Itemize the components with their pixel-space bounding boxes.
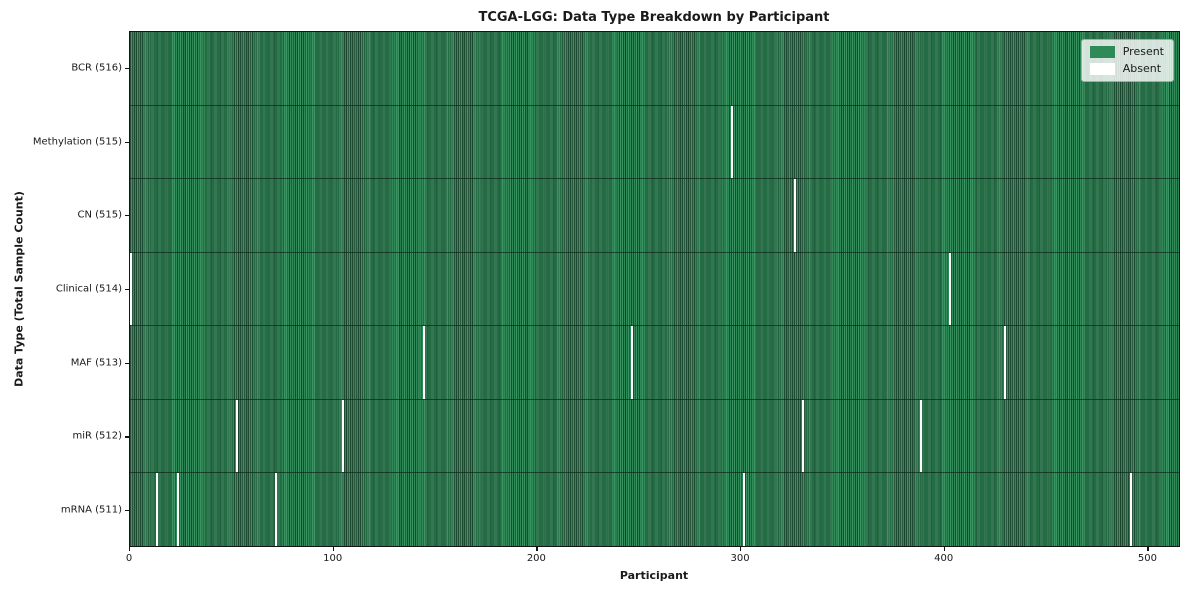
legend-entry: Absent <box>1089 62 1164 75</box>
y-tick-label: MAF (513) <box>70 357 122 369</box>
y-tick-labels: BCR (516) Methylation (515) CN (515) Clinic… <box>0 31 122 547</box>
legend-swatch <box>1089 46 1115 58</box>
chart-title: TCGA-LGG: Data Type Breakdown by Partici… <box>478 10 830 25</box>
y-tick-label: mRNA (511) <box>60 504 122 516</box>
absent-gap <box>235 399 238 473</box>
heatmap-row <box>130 178 1179 252</box>
heatmap-row <box>130 325 1179 399</box>
plot-area: Present Absent <box>129 31 1180 547</box>
x-tick-label: 0 <box>125 553 133 564</box>
x-tick-mark <box>129 547 131 551</box>
absent-gap <box>631 326 634 399</box>
absent-gap <box>274 473 277 547</box>
legend: Present Absent <box>1080 39 1174 82</box>
legend-swatch <box>1089 63 1115 75</box>
x-tick-mark <box>943 547 945 551</box>
x-tick-label: 400 <box>934 553 954 564</box>
y-tick-label: BCR (516) <box>71 62 122 74</box>
heatmap-row <box>130 104 1179 179</box>
legend-entry: Present <box>1089 45 1164 58</box>
absent-gap <box>730 105 733 179</box>
heatmap-row <box>130 251 1179 326</box>
y-tick-label: Methylation (515) <box>32 136 122 148</box>
absent-gap <box>1003 326 1006 399</box>
y-tick-mark <box>125 141 129 143</box>
absent-gap <box>794 179 796 252</box>
x-tick-label: 100 <box>323 553 343 564</box>
absent-gap <box>176 473 179 547</box>
y-tick-mark <box>125 67 129 70</box>
heatmap-rows <box>130 32 1179 547</box>
x-tick-label: 300 <box>730 553 750 564</box>
y-tick-mark <box>125 289 129 291</box>
x-tick-mark <box>536 547 538 551</box>
absent-gap <box>130 252 132 326</box>
absent-gap <box>920 399 923 473</box>
absent-gap <box>156 473 159 547</box>
y-tick-mark <box>125 510 129 512</box>
absent-gap <box>802 399 805 473</box>
x-tick-label: 500 <box>1137 553 1157 564</box>
x-tick-label: 200 <box>526 553 546 564</box>
y-tick-mark <box>125 362 129 364</box>
absent-gap <box>341 399 344 473</box>
absent-gap <box>1130 473 1133 547</box>
absent-gap <box>423 326 426 399</box>
y-tick-label: miR (512) <box>72 430 122 442</box>
x-tick-mark <box>740 547 742 551</box>
absent-gap <box>948 252 951 326</box>
heatmap-row <box>130 32 1179 105</box>
x-tick-mark <box>332 547 334 551</box>
y-tick-label: Clinical (514) <box>55 283 122 295</box>
y-tick-mark <box>125 436 129 438</box>
heatmap-row <box>130 472 1179 547</box>
y-tick-label: CN (515) <box>77 209 122 221</box>
heatmap-row <box>130 398 1179 473</box>
x-tick-mark <box>1147 547 1149 551</box>
y-tick-mark <box>125 215 129 217</box>
absent-gap <box>743 473 746 547</box>
legend-label: Absent <box>1122 62 1162 75</box>
legend-label: Present <box>1122 45 1164 58</box>
x-axis-label: Participant <box>619 569 689 582</box>
x-axis-ticks: 0 100 200 300 400 500 <box>125 547 1180 577</box>
